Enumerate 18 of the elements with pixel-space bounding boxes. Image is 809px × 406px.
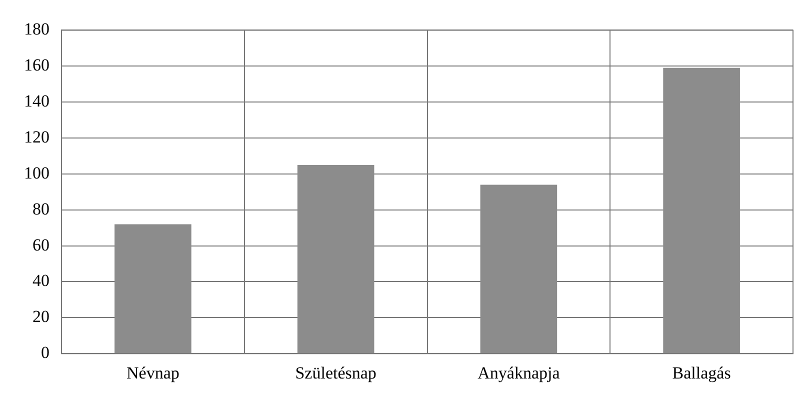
x-tick-label: Anyáknapja xyxy=(478,363,560,382)
y-tick-label: 120 xyxy=(24,127,50,146)
y-tick-label: 140 xyxy=(24,92,50,111)
y-tick-label: 0 xyxy=(41,343,50,362)
bar xyxy=(114,224,192,354)
y-tick-label: 160 xyxy=(24,56,50,75)
bar xyxy=(297,164,374,354)
y-tick-label: 40 xyxy=(32,271,50,290)
y-tick-label: 80 xyxy=(32,199,50,218)
y-tick-label: 100 xyxy=(24,163,50,182)
bar xyxy=(663,68,740,354)
bar xyxy=(480,184,558,354)
x-tick-label: Ballagás xyxy=(672,363,731,382)
y-tick-label: 60 xyxy=(32,235,50,254)
x-tick-label: Névnap xyxy=(126,363,180,382)
y-tick-label: 20 xyxy=(32,307,50,326)
y-tick-label: 180 xyxy=(24,20,50,39)
x-tick-label: Születésnap xyxy=(295,363,376,382)
